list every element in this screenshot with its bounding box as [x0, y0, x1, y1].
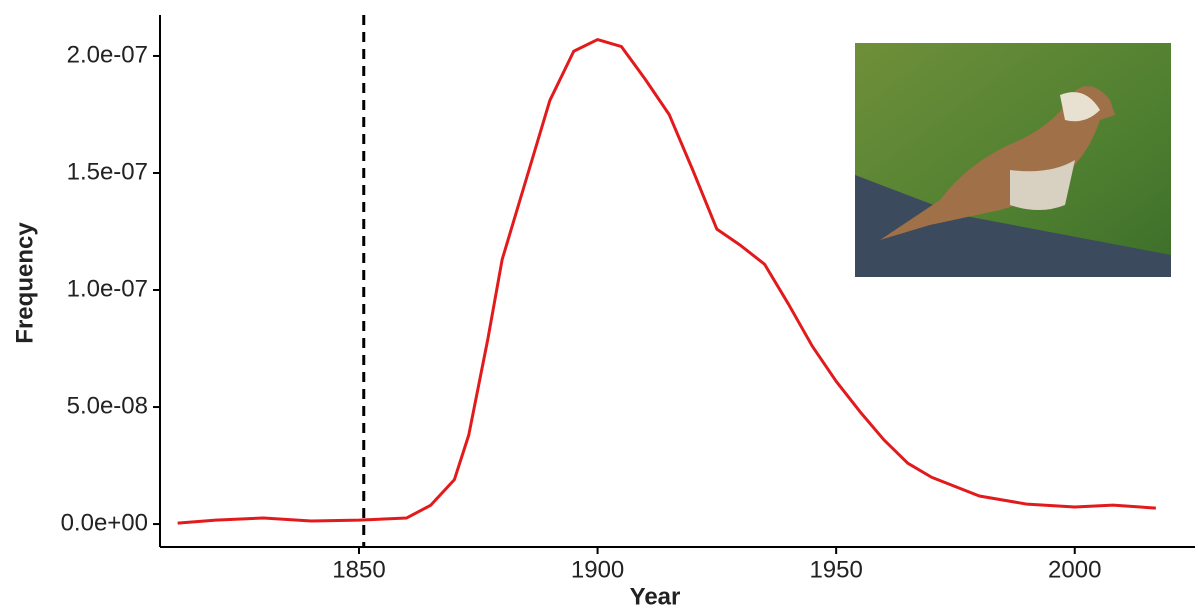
- sparrow-photo: [855, 43, 1171, 277]
- y-tick-label: 5.0e-08: [67, 392, 148, 419]
- x-axis-title: Year: [630, 583, 681, 610]
- y-axis-title: Frequency: [11, 222, 38, 344]
- y-tick-label: 1.5e-07: [67, 158, 148, 185]
- x-tick-label: 1950: [809, 556, 862, 583]
- x-tick-label: 2000: [1048, 556, 1101, 583]
- line: [177, 38, 1156, 525]
- y-tick-label: 0.0e+00: [61, 509, 148, 536]
- x-tick-label: 1900: [571, 556, 624, 583]
- y-tick-label: 1.0e-07: [67, 275, 148, 302]
- x-tick-label: 1850: [332, 556, 385, 583]
- y-tick-label: 2.0e-07: [67, 41, 148, 68]
